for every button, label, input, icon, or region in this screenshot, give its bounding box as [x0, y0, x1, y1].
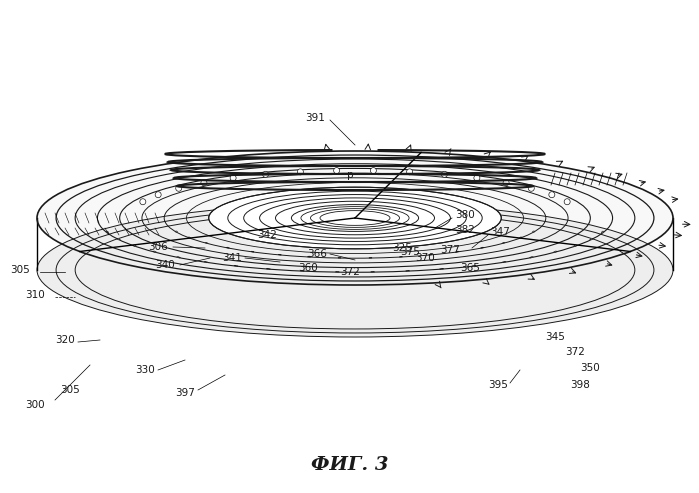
Polygon shape — [153, 251, 157, 252]
Polygon shape — [440, 268, 444, 269]
Circle shape — [442, 172, 447, 177]
Text: 397: 397 — [175, 388, 195, 398]
Polygon shape — [117, 238, 120, 240]
Text: 305: 305 — [10, 265, 30, 275]
Polygon shape — [399, 256, 403, 257]
Polygon shape — [529, 256, 533, 258]
Circle shape — [528, 185, 534, 191]
Text: 380: 380 — [455, 210, 475, 220]
Polygon shape — [188, 237, 191, 238]
Polygon shape — [533, 231, 535, 232]
Circle shape — [370, 168, 376, 174]
Ellipse shape — [35, 145, 675, 285]
Text: 391: 391 — [305, 113, 325, 123]
Text: 398: 398 — [570, 380, 590, 390]
Polygon shape — [204, 261, 208, 263]
Circle shape — [230, 175, 236, 181]
Ellipse shape — [37, 203, 673, 337]
Circle shape — [407, 169, 412, 175]
Text: 360: 360 — [298, 263, 318, 273]
Polygon shape — [601, 231, 604, 233]
Circle shape — [140, 199, 146, 205]
Polygon shape — [226, 247, 229, 248]
Text: 370: 370 — [415, 253, 435, 263]
Text: 310: 310 — [25, 290, 45, 300]
Text: 330: 330 — [135, 365, 154, 375]
Text: 395: 395 — [488, 380, 508, 390]
Ellipse shape — [209, 187, 501, 249]
Circle shape — [564, 199, 570, 205]
Circle shape — [503, 179, 509, 186]
Circle shape — [474, 175, 480, 181]
Circle shape — [297, 169, 303, 175]
Polygon shape — [251, 251, 254, 252]
Text: 305: 305 — [60, 385, 80, 395]
Polygon shape — [133, 245, 136, 246]
Polygon shape — [177, 256, 180, 258]
Polygon shape — [456, 251, 459, 252]
Text: 350: 350 — [580, 363, 600, 373]
Text: 365: 365 — [460, 263, 480, 273]
Polygon shape — [205, 243, 208, 244]
Text: 341: 341 — [222, 253, 242, 263]
Text: ФИГ. 3: ФИГ. 3 — [311, 456, 389, 474]
Text: 345: 345 — [545, 332, 565, 342]
Circle shape — [155, 192, 161, 198]
Text: p: p — [347, 170, 353, 180]
Circle shape — [333, 168, 340, 174]
Circle shape — [263, 172, 268, 177]
Text: 342: 342 — [257, 230, 277, 240]
Polygon shape — [472, 265, 476, 266]
Text: 382: 382 — [455, 225, 475, 235]
Polygon shape — [278, 254, 281, 255]
Polygon shape — [554, 251, 557, 252]
Polygon shape — [502, 243, 505, 244]
Text: 372: 372 — [340, 267, 360, 277]
Ellipse shape — [37, 151, 673, 285]
Polygon shape — [428, 254, 432, 255]
Polygon shape — [574, 245, 577, 246]
Text: 377: 377 — [440, 245, 460, 255]
Polygon shape — [234, 265, 238, 266]
Text: 340: 340 — [155, 260, 175, 270]
Text: 347: 347 — [490, 227, 510, 237]
Text: 372: 372 — [565, 347, 585, 357]
Text: 375: 375 — [400, 247, 420, 257]
Polygon shape — [502, 261, 506, 263]
Polygon shape — [519, 237, 522, 238]
Polygon shape — [308, 256, 310, 257]
Text: 306: 306 — [148, 242, 168, 252]
Text: 320: 320 — [55, 335, 75, 345]
Text: 366: 366 — [307, 249, 327, 259]
Text: 325: 325 — [392, 243, 412, 253]
Circle shape — [175, 185, 182, 191]
Circle shape — [201, 179, 207, 186]
Polygon shape — [106, 231, 108, 233]
Circle shape — [549, 192, 555, 198]
Polygon shape — [175, 231, 178, 232]
Text: 300: 300 — [25, 400, 45, 410]
Polygon shape — [590, 238, 593, 240]
Polygon shape — [266, 268, 271, 269]
Polygon shape — [480, 247, 484, 248]
